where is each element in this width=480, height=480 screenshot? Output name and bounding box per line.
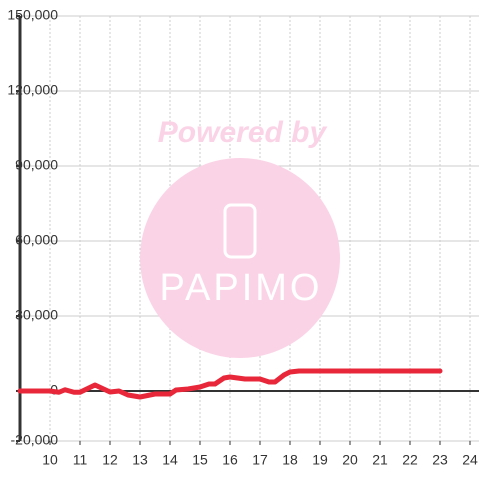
watermark-title: Powered by <box>158 116 328 149</box>
x-tick-label: 16 <box>222 452 238 468</box>
x-tick-label: 17 <box>252 452 268 468</box>
watermark-icon <box>223 203 257 259</box>
line-series <box>17 368 443 400</box>
watermark-logo: PAPIMO <box>160 267 323 309</box>
x-tick-label: 11 <box>73 452 88 468</box>
y-tick-label: 60,000 <box>15 232 58 248</box>
x-tick-label: 19 <box>312 452 328 468</box>
x-tick-label: 24 <box>462 452 478 468</box>
x-tick-label: 20 <box>342 452 358 468</box>
x-tick-label: 15 <box>192 452 208 468</box>
x-tick-label: 14 <box>162 452 178 468</box>
x-tick-label: 10 <box>42 452 58 468</box>
y-tick-label: 30,000 <box>15 307 58 323</box>
y-tick-label: 150,000 <box>7 7 58 23</box>
y-tick-label: -20,000 <box>11 432 59 448</box>
x-tick-label: 23 <box>432 452 448 468</box>
x-tick-label: 18 <box>282 452 298 468</box>
x-tick-label: 22 <box>402 452 418 468</box>
x-tick-label: 21 <box>372 452 388 468</box>
watermark: Powered by PAPIMO <box>140 116 340 358</box>
x-tick-label: 12 <box>102 452 118 468</box>
x-tick-label: 13 <box>132 452 148 468</box>
y-tick-label: 120,000 <box>7 82 58 98</box>
y-tick-label: 90,000 <box>15 157 58 173</box>
